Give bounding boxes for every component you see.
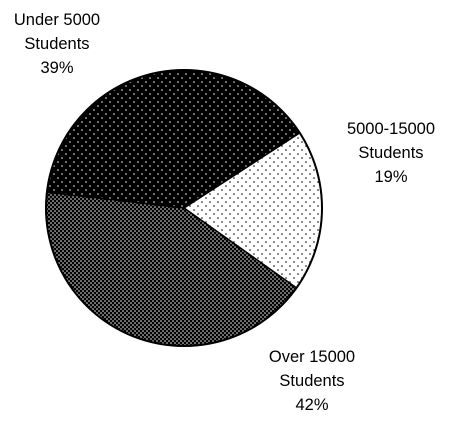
- slice-under-5000-label: Students: [24, 35, 89, 53]
- slice-over-15000-label: Over 15000: [269, 348, 355, 366]
- slice-labels: 5000-15000 Students 19% Over 15000 Students 4…: [14, 11, 435, 414]
- slice-under-5000-label: Under 5000: [14, 11, 100, 29]
- pie-outline: [45, 69, 323, 347]
- slice-5000-15000-label: Students: [358, 144, 423, 162]
- slice-over-15000-label: Students: [279, 372, 344, 390]
- slice-under-5000-percent: 39%: [40, 59, 73, 77]
- slice-5000-15000-percent: 19%: [374, 168, 407, 186]
- slice-5000-15000-label: 5000-15000: [347, 120, 435, 138]
- slice-over-15000-percent: 42%: [295, 396, 328, 414]
- pie-slices: [45, 69, 323, 347]
